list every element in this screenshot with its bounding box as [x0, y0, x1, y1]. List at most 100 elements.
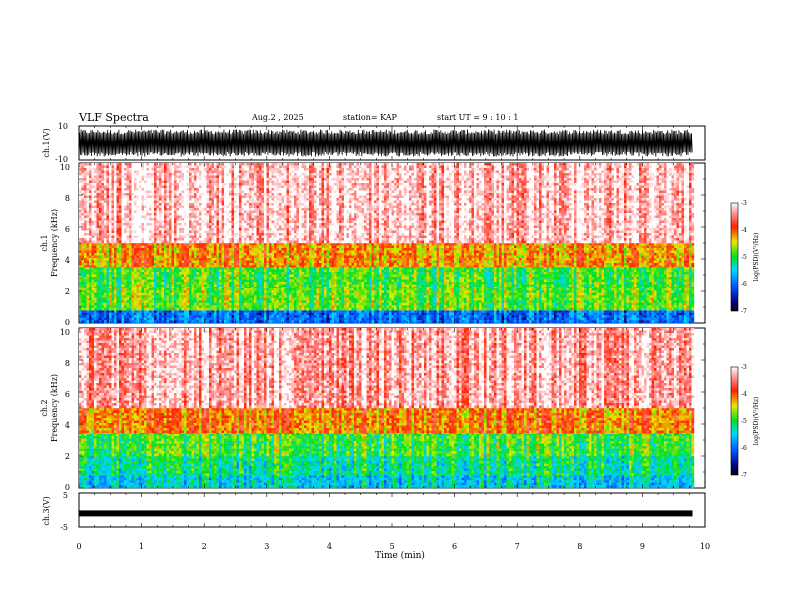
spectrogram-cell: [239, 320, 242, 323]
spectrogram-cell: [117, 318, 120, 321]
spectrogram-cell: [109, 288, 112, 291]
spectrogram-cell: [397, 313, 400, 316]
spectrogram-cell: [117, 310, 120, 313]
spectrogram-cell: [334, 305, 337, 308]
spectrogram-cell: [264, 315, 267, 318]
spectrogram-cell: [492, 323, 495, 324]
spectrogram-cell: [447, 310, 450, 313]
spectrogram-cell: [309, 295, 312, 298]
spectrogram-cell: [214, 293, 217, 296]
spectrogram-cell: [427, 323, 430, 324]
spectrogram-cell: [307, 313, 310, 316]
spectrogram-cell: [674, 323, 677, 324]
spectrogram-cell: [237, 315, 240, 318]
spectrogram-cell: [579, 310, 582, 313]
spectrogram-cell: [209, 310, 212, 313]
spectrogram-cell: [234, 313, 237, 316]
spectrogram-cell: [124, 318, 127, 321]
spectrogram-cell: [259, 300, 262, 303]
spectrogram-cell: [107, 298, 110, 301]
spectrogram-cell: [239, 305, 242, 308]
spectrogram-cell: [144, 308, 147, 311]
spectrogram-cell: [329, 298, 332, 301]
spectrogram-cell: [324, 310, 327, 313]
spectrogram-cell: [257, 300, 260, 303]
spectrogram-cell: [282, 323, 285, 324]
spectrogram-cell: [312, 300, 315, 303]
spectrogram-cell: [654, 315, 657, 318]
spectrogram-cell: [254, 293, 257, 296]
spectrogram-cell: [147, 300, 150, 303]
spectrogram-cell: [304, 300, 307, 303]
spectrogram-cell: [294, 308, 297, 311]
spectrogram-cell: [279, 323, 282, 324]
spectrogram-cell: [559, 313, 562, 316]
spectrogram-cell: [112, 313, 115, 316]
spectrogram-cell: [207, 303, 210, 306]
spectrogram-cell: [304, 295, 307, 298]
spectrogram-cell: [97, 323, 100, 324]
spectrogram-cell: [494, 310, 497, 313]
spectrogram-cell: [234, 288, 237, 291]
spectrogram-cell: [182, 300, 185, 303]
spectrogram-cell: [177, 320, 180, 323]
spectrogram-cell: [392, 310, 395, 313]
spectrogram-cell: [322, 293, 325, 296]
spectrogram-cell: [649, 310, 652, 313]
spectrogram-cell: [554, 318, 557, 321]
spectrogram-cell: [682, 313, 685, 316]
spectrogram-cell: [147, 305, 150, 308]
spectrogram-cell: [184, 315, 187, 318]
spectrogram-cell: [214, 305, 217, 308]
spectrogram-cell: [259, 295, 262, 298]
spectrogram-cell: [214, 295, 217, 298]
spectrogram-cell: [367, 310, 370, 313]
spectrogram-cell: [292, 308, 295, 311]
spectrogram-cell: [369, 315, 372, 318]
spectrogram-cell: [204, 288, 207, 291]
spectrogram-cell: [162, 315, 165, 318]
spectrogram-cell: [264, 303, 267, 306]
spectrogram-cell: [427, 318, 430, 321]
spectrogram-cell: [289, 290, 292, 293]
spectrogram-cell: [137, 290, 140, 293]
spectrogram-cell: [549, 313, 552, 316]
spectrogram-cell: [434, 313, 437, 316]
spectrogram-cell: [169, 293, 172, 296]
spectrogram-cell: [667, 318, 670, 321]
spectrogram-cell: [254, 298, 257, 301]
spectrogram-cell: [102, 293, 105, 296]
spectrogram-cell: [612, 310, 615, 313]
spectrogram-cell: [147, 288, 150, 291]
spectrogram-cell: [364, 313, 367, 316]
spectrogram-cell: [254, 288, 257, 291]
spectrogram-cell: [109, 298, 112, 301]
spectrogram-cell: [562, 318, 565, 321]
spectrogram-cell: [314, 320, 317, 323]
spectrogram-cell: [579, 315, 582, 318]
spectrogram-cell: [127, 295, 130, 298]
spectrogram-cell: [399, 310, 402, 313]
spectrogram-cell: [197, 293, 200, 296]
spectrogram-cell: [534, 313, 537, 316]
spectrogram-cell: [377, 310, 380, 313]
spectrogram-cell: [92, 305, 95, 308]
spectrogram-cell: [454, 310, 457, 313]
spectrogram-cell: [274, 313, 277, 316]
spectrogram-cell: [574, 315, 577, 318]
spectrogram-cell: [137, 305, 140, 308]
spectrogram-cell: [674, 315, 677, 318]
spectrogram-cell: [264, 298, 267, 301]
spectrogram-cell: [282, 320, 285, 323]
spectrogram-cell: [112, 320, 115, 323]
spectrogram-cell: [559, 315, 562, 318]
spectrogram-cell: [179, 290, 182, 293]
spectrogram-cell: [364, 318, 367, 321]
spectrogram-cell: [97, 318, 100, 321]
spectrogram-cell: [607, 315, 610, 318]
spectrogram-cell: [644, 315, 647, 318]
spectrogram-cell: [179, 298, 182, 301]
spectrogram-cell: [334, 315, 337, 318]
spectrogram-cell: [304, 320, 307, 323]
spectrogram-cell: [192, 315, 195, 318]
